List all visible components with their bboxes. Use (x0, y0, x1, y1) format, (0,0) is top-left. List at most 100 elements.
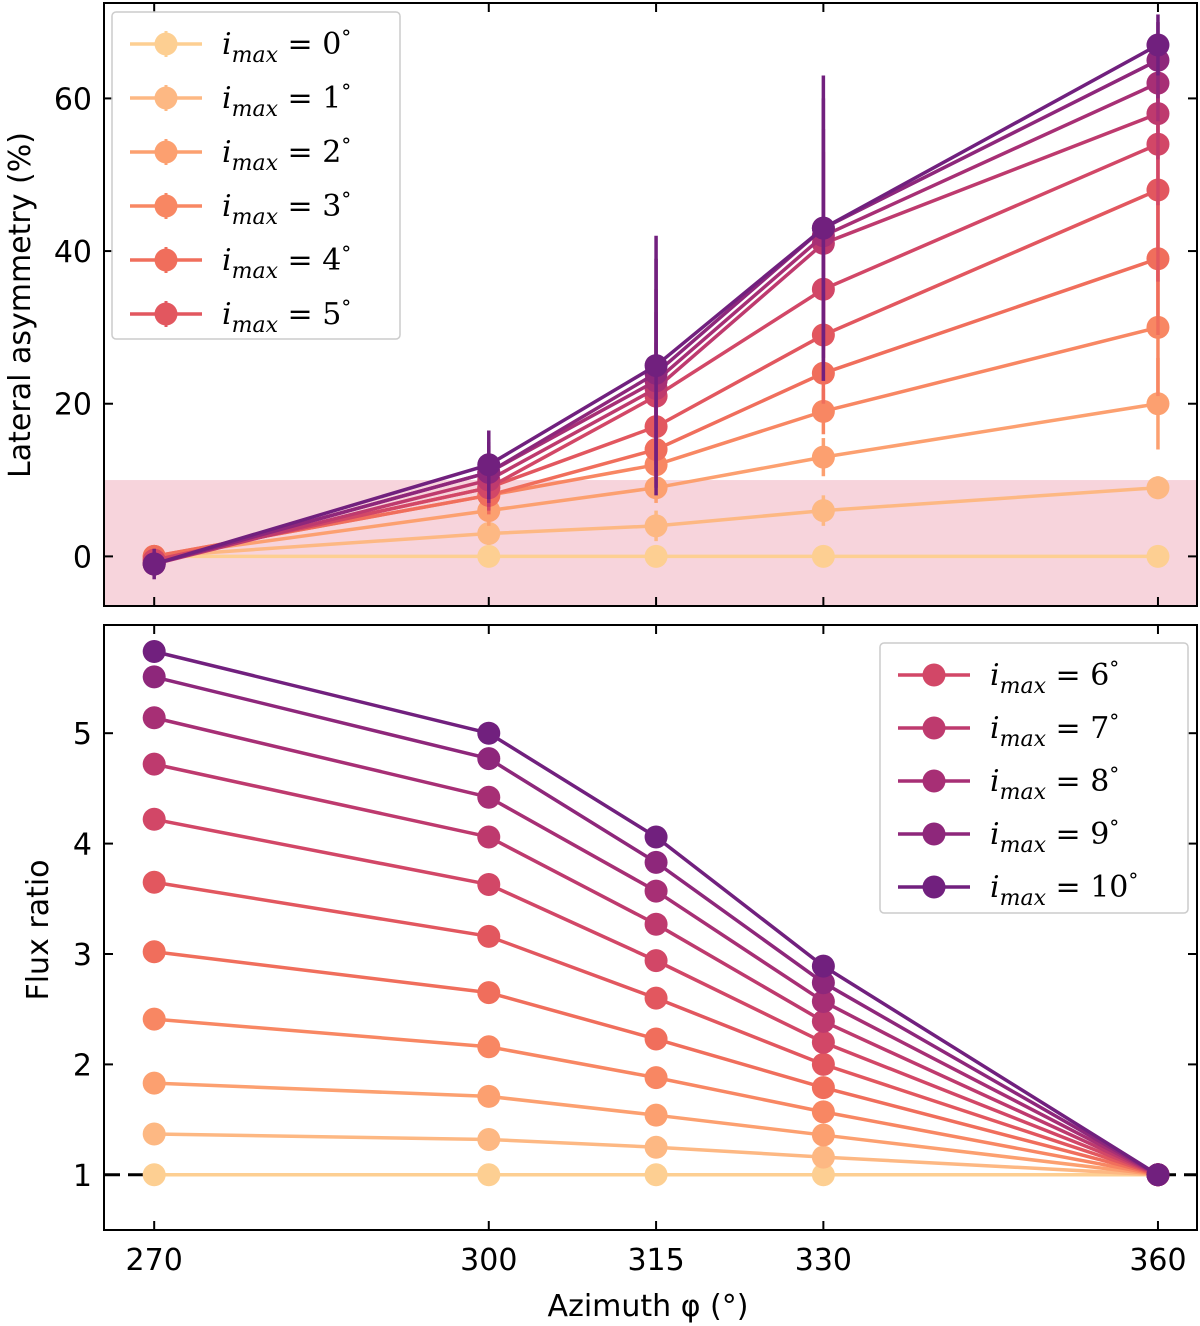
x-tick-label: 300 (460, 1243, 517, 1278)
data-point (1146, 1163, 1170, 1187)
data-point (142, 552, 166, 576)
data-point (644, 1163, 668, 1187)
data-point (142, 752, 166, 776)
data-point (811, 499, 835, 523)
data-point (1146, 544, 1170, 568)
data-point (644, 986, 668, 1010)
data-point (811, 989, 835, 1013)
data-point (477, 924, 501, 948)
data-point (142, 1071, 166, 1095)
data-point (644, 544, 668, 568)
legend-box (879, 642, 1189, 914)
top-y-axis-label: Lateral asymmetry (%) (3, 132, 38, 478)
series-imax-10 (142, 14, 1170, 580)
x-tick-label: 315 (627, 1243, 684, 1278)
data-point (811, 445, 835, 469)
data-point (811, 1100, 835, 1124)
data-point (477, 1127, 501, 1151)
legend-entry-imax-6: imax = 6° (898, 656, 1119, 699)
legend-marker (922, 822, 946, 846)
legend-label: imax = 6° (990, 656, 1119, 699)
data-point (477, 453, 501, 477)
data-point (644, 879, 668, 903)
y-tick-label: 40 (54, 235, 92, 270)
data-point (811, 954, 835, 978)
legend-entry-imax-8: imax = 8° (898, 762, 1119, 805)
legend-marker (154, 194, 178, 218)
legend-entry-imax-4: imax = 4° (130, 241, 351, 284)
data-point (644, 1135, 668, 1159)
data-point (1146, 476, 1170, 500)
asymmetry-series (142, 14, 1170, 580)
data-point (811, 1009, 835, 1033)
data-point (477, 785, 501, 809)
legend-marker (922, 769, 946, 793)
data-point (142, 807, 166, 831)
data-point (477, 1084, 501, 1108)
data-point (811, 216, 835, 240)
x-tick-label: 330 (795, 1243, 852, 1278)
bottom-axes-frame (103, 624, 1198, 1231)
legend-label: imax = 1° (222, 79, 351, 122)
data-point (644, 1027, 668, 1051)
legend-label: imax = 5° (222, 295, 351, 338)
legend-entry-imax-7: imax = 7° (898, 709, 1119, 752)
data-point (477, 872, 501, 896)
data-point (644, 850, 668, 874)
data-point (1146, 392, 1170, 416)
flux-ratio-series (142, 639, 1170, 1187)
y-tick-label: 2 (73, 1048, 92, 1083)
data-point (811, 1163, 835, 1187)
legend-label: imax = 0° (222, 25, 351, 68)
series-imax-1 (142, 1122, 1170, 1187)
data-point (811, 1052, 835, 1076)
data-point (477, 544, 501, 568)
data-point (811, 1145, 835, 1169)
y-tick-label: 3 (73, 938, 92, 973)
data-point (811, 1076, 835, 1100)
bottom-legend: imax = 6° imax = 7° imax = 8° imax = 9° imax… (879, 642, 1189, 914)
data-point (644, 1066, 668, 1090)
data-point (811, 544, 835, 568)
legend-entry-imax-5: imax = 5° (130, 295, 351, 338)
legend-entry-imax-2: imax = 2° (130, 133, 351, 176)
bottom-y-axis-label: Flux ratio (21, 859, 56, 1000)
top-legend: imax = 0° imax = 1° imax = 2° imax = 3° imax… (111, 11, 401, 340)
data-point (142, 1007, 166, 1031)
y-tick-label: 5 (73, 717, 92, 752)
top-ticks: 0 20 40 60 (54, 3, 1197, 606)
legend-label: imax = 7° (990, 709, 1119, 752)
legend-label: imax = 8° (990, 762, 1119, 805)
y-tick-label: 4 (73, 828, 92, 863)
data-point (644, 912, 668, 936)
legend-label: imax = 9° (990, 815, 1119, 858)
legend-entry-imax-10: imax = 10° (898, 868, 1138, 911)
data-point (142, 940, 166, 964)
legend-marker (154, 32, 178, 56)
data-point (644, 949, 668, 973)
data-point (811, 971, 835, 995)
data-point (477, 721, 501, 745)
y-tick-label: 0 (73, 540, 92, 575)
data-point (644, 354, 668, 378)
data-point (1146, 33, 1170, 57)
y-tick-label: 60 (54, 82, 92, 117)
y-tick-label: 1 (73, 1159, 92, 1194)
data-point (142, 706, 166, 730)
legend-marker (922, 875, 946, 899)
x-tick-label: 270 (126, 1243, 183, 1278)
legend-label: imax = 4° (222, 241, 351, 284)
legend-label: imax = 2° (222, 133, 351, 176)
legend-entry-imax-9: imax = 9° (898, 815, 1119, 858)
legend-marker (922, 716, 946, 740)
data-point (811, 1030, 835, 1054)
data-point (811, 1123, 835, 1147)
y-tick-label: 20 (54, 388, 92, 423)
legend-entry-imax-1: imax = 1° (130, 79, 351, 122)
data-point (644, 825, 668, 849)
data-point (811, 399, 835, 423)
legend-entry-imax-3: imax = 3° (130, 187, 351, 230)
series-imax-10 (142, 639, 1170, 1187)
